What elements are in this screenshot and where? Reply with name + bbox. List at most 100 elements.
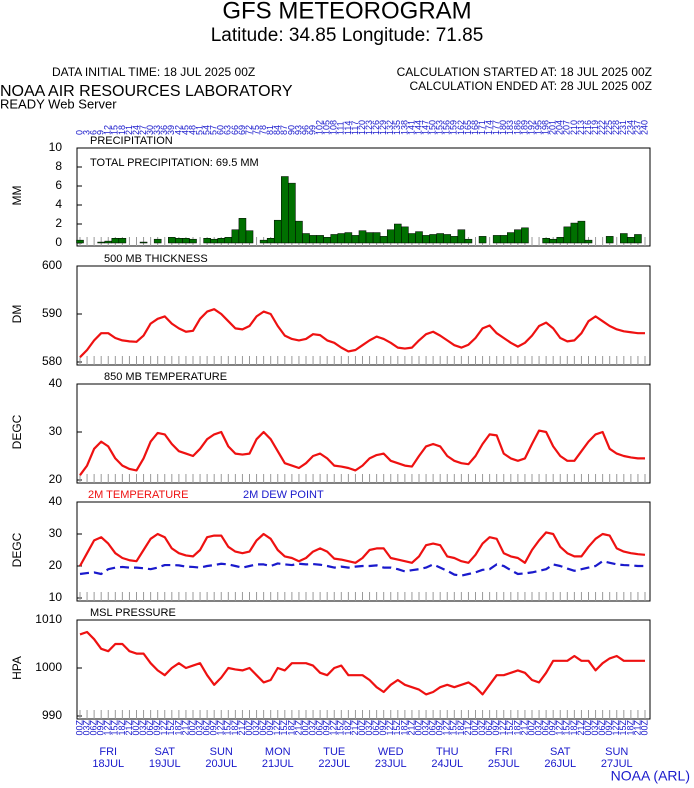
hour-label: 15Z [618, 720, 628, 736]
precip-bar [549, 238, 557, 244]
panel-frame [76, 265, 651, 366]
calc-ended: CALCULATION ENDED AT: 28 JUL 2025 00Z [409, 79, 652, 93]
hour-label: 00Z [300, 720, 310, 736]
precip-bar [577, 220, 586, 244]
hour-label: 06Z [202, 720, 212, 736]
forecast-hour-label: 39 [166, 125, 176, 135]
y-tick-label: 40 [49, 376, 63, 390]
y-tick-label: 10 [49, 590, 63, 604]
forecast-hour-label: 237 [632, 120, 642, 135]
hour-label: 09Z [209, 720, 219, 736]
hour-label: 03Z [81, 720, 91, 736]
forecast-hour-label: 162 [456, 120, 466, 135]
y-tick-label: 20 [49, 472, 63, 486]
forecast-hour-label: 57 [209, 125, 219, 135]
precip-bar [259, 239, 268, 244]
forecast-hour-label: 159 [449, 120, 459, 135]
hour-label: 15Z [110, 720, 120, 736]
forecast-hour-label: 201 [548, 120, 558, 135]
forecast-hour-label: 141 [406, 120, 416, 135]
hour-label: 03Z [194, 720, 204, 736]
precip-bar [429, 234, 437, 244]
hour-label: 18Z [343, 720, 353, 736]
hour-label: 12Z [159, 720, 169, 736]
forecast-hour-label: 138 [399, 120, 409, 135]
hour-label: 00Z [74, 720, 84, 736]
hour-label: 00Z [357, 720, 367, 736]
forecast-hour-label: 132 [385, 120, 395, 135]
day-date: 18JUL [92, 758, 124, 770]
hour-label: 00Z [131, 720, 141, 736]
hour-label: 00Z [470, 720, 480, 736]
precip-bar [464, 238, 473, 244]
y-tick-label: 4 [55, 197, 62, 211]
forecast-hour-label: 114 [343, 121, 353, 135]
precip-bar [521, 227, 529, 244]
hour-label: 12Z [555, 720, 565, 736]
day-date: 24JUL [431, 758, 463, 770]
hour-label: 18Z [512, 720, 522, 736]
forecast-hour-label: 21 [124, 125, 134, 135]
forecast-hour-label: 87 [279, 125, 289, 135]
forecast-hour-label: 186 [512, 120, 522, 135]
hour-label: 03Z [477, 720, 487, 736]
hour-label: 06Z [597, 720, 607, 736]
y-tick-label: 40 [49, 494, 63, 508]
hour-label: 18Z [569, 720, 579, 736]
precip-bar [330, 234, 339, 244]
forecast-hour-label: 126 [371, 120, 381, 135]
hour-label: 06Z [428, 720, 438, 736]
day-date: 25JUL [488, 758, 520, 770]
precip-bar [337, 233, 346, 244]
series-line [79, 630, 645, 696]
forecast-hour-label: 18 [117, 125, 127, 135]
forecast-hour-label: 207 [562, 120, 572, 135]
hour-label: 12Z [103, 720, 113, 736]
forecast-hour-label: 195 [533, 120, 543, 135]
server-name: READY Web Server [0, 96, 117, 111]
forecast-hour-label: 234 [625, 120, 635, 135]
panel-title: PRECIPITATION [90, 135, 173, 147]
forecast-hour-label: 66 [230, 125, 240, 135]
day-weekday: SUN [210, 746, 233, 758]
series-line [79, 429, 645, 476]
hour-label: 06Z [371, 720, 381, 736]
precip-bar [605, 236, 614, 244]
hour-label: 15Z [562, 720, 572, 736]
hour-label: 06Z [145, 720, 155, 736]
precip-bar [118, 238, 127, 244]
subtitle: Latitude: 34.85 Longitude: 71.85 [211, 25, 484, 46]
precip-bar [203, 238, 211, 244]
forecast-hour-label: 177 [491, 120, 501, 135]
day-weekday: FRI [99, 746, 117, 758]
y-tick-label: 30 [49, 526, 63, 540]
precip-bar [394, 223, 402, 244]
forecast-hour-label: 225 [604, 120, 614, 135]
y-tick-label: 8 [55, 159, 62, 173]
hour-label: 21Z [293, 720, 303, 736]
precip-bar [189, 238, 197, 244]
hour-label: 12Z [498, 720, 508, 736]
forecast-hour-label: 219 [590, 120, 600, 135]
forecast-hour-label: 180 [498, 120, 508, 135]
series-line [79, 560, 645, 577]
forecast-hour-label: 231 [618, 120, 628, 135]
day-date: 19JUL [149, 758, 181, 770]
forecast-hour-label: 216 [583, 120, 593, 135]
lab-name: NOAA AIR RESOURCES LABORATORY [0, 83, 293, 100]
hour-label: 09Z [322, 720, 332, 736]
legend-entry: 2M TEMPERATURE [88, 489, 188, 501]
precip-bar [556, 237, 565, 244]
hour-label: 09Z [265, 720, 275, 736]
y-axis-label: MM [10, 186, 24, 206]
precip-bar [563, 226, 572, 244]
precip-bar [281, 176, 289, 244]
hour-label: 18Z [230, 720, 240, 736]
hour-label: 09Z [96, 720, 106, 736]
hour-label: 18Z [286, 720, 296, 736]
precip-bar [351, 235, 360, 244]
forecast-hour-label: 240 [639, 120, 649, 135]
precip-bar [386, 229, 395, 244]
forecast-hour-label: 33 [152, 125, 162, 135]
